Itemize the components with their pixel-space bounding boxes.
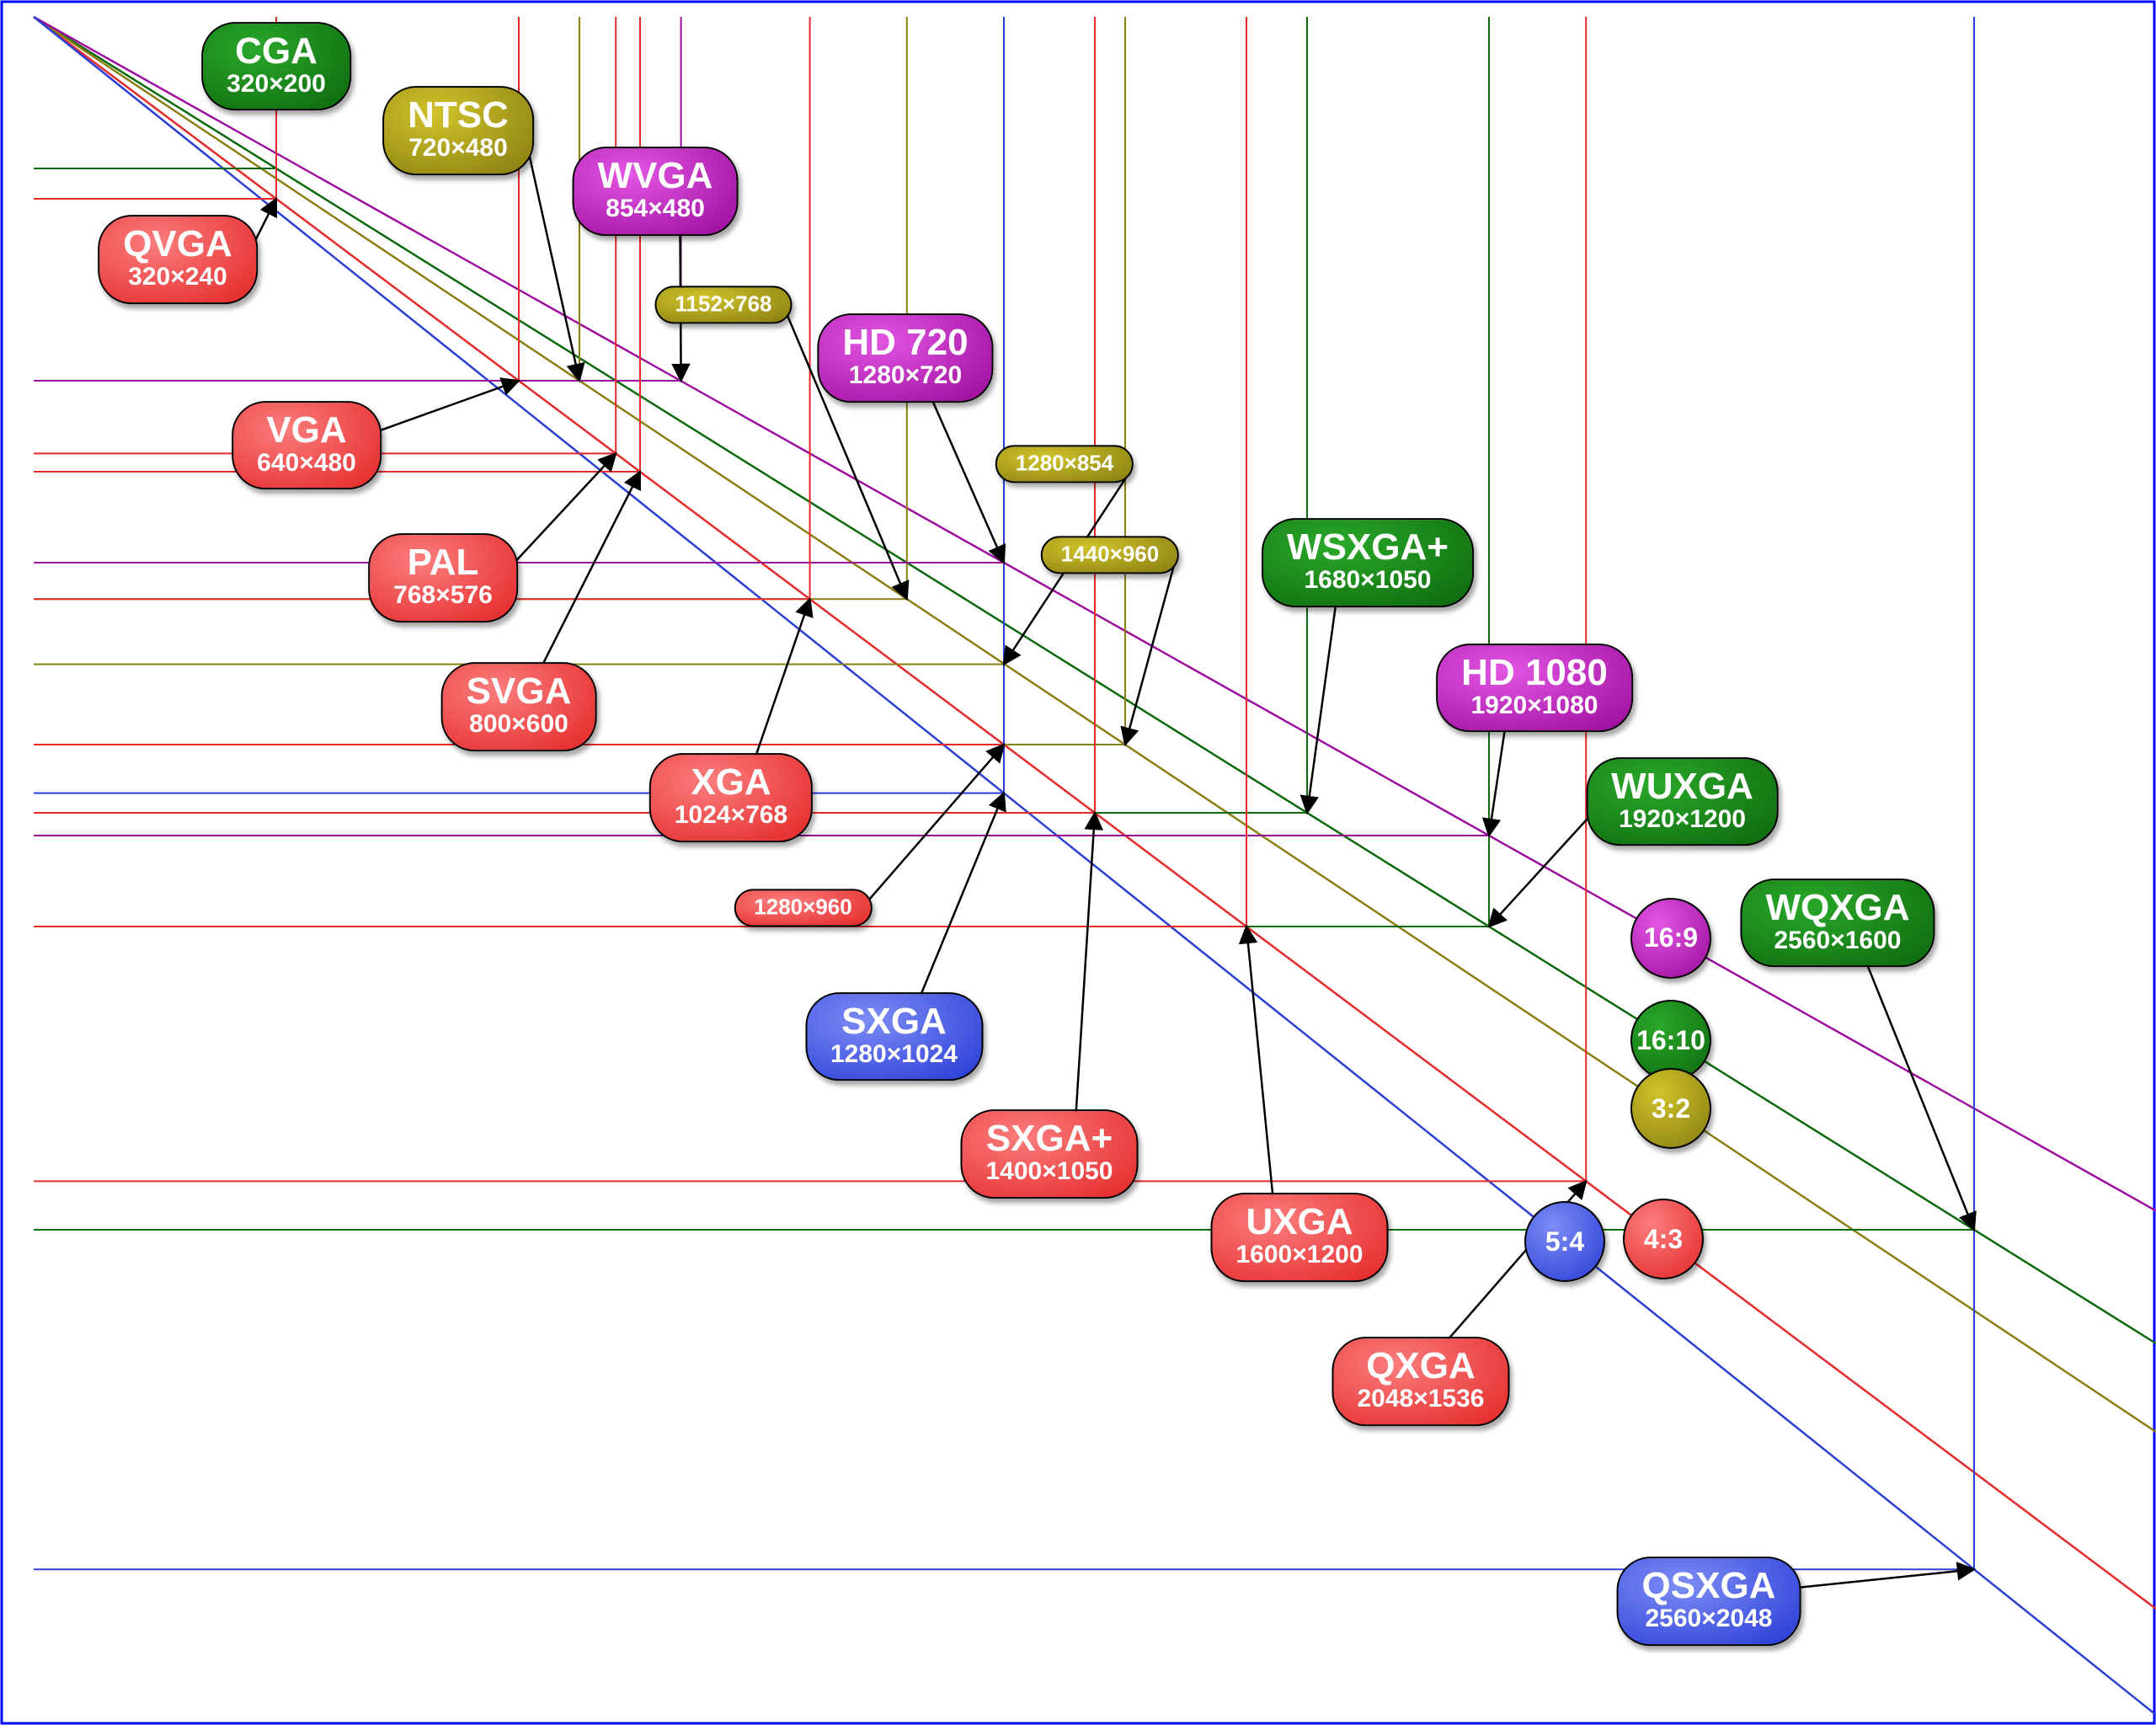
pill-cga-name: CGA [227,32,326,71]
arrow-sxga [921,793,1004,996]
arrow-wqxga [1867,964,1974,1230]
arrow-wsxgap [1307,604,1336,813]
ratio-dot-3_2: 3:2 [1630,1068,1711,1149]
pill-svga: SVGA800×600 [441,662,597,751]
pill-vga-resolution: 640×480 [257,450,356,477]
pill-ntsc-name: NTSC [408,96,509,135]
arrow-r1280_960 [867,745,1004,902]
ratio-dot-4_3: 4:3 [1623,1199,1704,1279]
pill-qxga-name: QXGA [1358,1347,1485,1386]
pill-wsxgap-name: WSXGA+ [1287,528,1449,567]
pill-wuxga-resolution: 1920×1200 [1611,806,1753,833]
pill-wvga: WVGA854×480 [573,147,739,236]
pill-uxga-resolution: 1600×1200 [1236,1242,1364,1268]
arrow-sxgap [1076,813,1095,1113]
pill-uxga: UXGA1600×1200 [1211,1193,1389,1282]
ratio-dot-4_3-label: 4:3 [1644,1224,1683,1255]
pill-qvga-resolution: 320×240 [123,264,232,291]
pill-wvga-resolution: 854×480 [598,195,713,222]
ratio-line-5_4 [34,17,2156,1715]
pill-r1152-resolution: 1152×768 [675,292,772,315]
pill-qsxga: QSXGA2560×2048 [1617,1557,1801,1646]
pill-svga-resolution: 800×600 [467,711,572,738]
ratio-line-16_9 [34,17,2156,1211]
pill-qxga: QXGA2048×1536 [1332,1337,1510,1426]
pill-pal-name: PAL [393,543,493,582]
pill-wsxgap: WSXGA+1680×1050 [1262,518,1474,607]
pill-sxga-resolution: 1280×1024 [830,1041,958,1068]
pill-wvga-name: WVGA [598,157,713,195]
svg-layer [0,0,2156,1725]
ratio-dot-5_4: 5:4 [1524,1201,1605,1282]
ratio-line-4_3 [34,17,2156,1609]
pill-vga: VGA640×480 [232,401,382,490]
pill-qsxga-name: QSXGA [1642,1567,1776,1605]
ratio-dot-16_10-label: 16:10 [1636,1025,1705,1056]
arrow-svga [542,472,640,665]
pill-sxgap-name: SXGA+ [986,1119,1113,1158]
pill-ntsc-resolution: 720×480 [408,135,509,162]
pill-r1280_960-resolution: 1280×960 [754,895,851,918]
pill-wqxga-name: WQXGA [1765,889,1909,927]
ratio-dot-16_9: 16:9 [1630,898,1711,979]
pill-sxgap-resolution: 1400×1050 [986,1158,1113,1185]
pill-hd1080-resolution: 1920×1080 [1461,692,1608,719]
ratio-dot-16_9-label: 16:9 [1644,922,1698,953]
pill-r1280_960: 1280×960 [734,889,872,927]
pill-sxgap: SXGA+1400×1050 [961,1109,1139,1199]
pill-wsxgap-resolution: 1680×1050 [1287,567,1449,594]
ratio-line-3_2 [34,17,2156,1432]
pill-qxga-resolution: 2048×1536 [1358,1386,1485,1413]
pill-r1280_854-resolution: 1280×854 [1016,451,1113,474]
arrow-hd720 [931,399,1004,563]
pill-wqxga: WQXGA2560×1600 [1740,879,1935,968]
arrow-uxga [1246,927,1273,1196]
pill-cga: CGA320×200 [201,22,351,111]
pill-pal-resolution: 768×576 [393,582,493,609]
pill-qsxga-resolution: 2560×2048 [1642,1605,1776,1632]
arrow-r1440_960 [1125,564,1174,745]
pill-wqxga-resolution: 2560×1600 [1765,927,1909,954]
ratio-dot-3_2-label: 3:2 [1652,1093,1690,1124]
pill-xga-name: XGA [675,763,787,802]
pill-sxga: SXGA1280×1024 [805,992,983,1081]
pill-r1440_960: 1440×960 [1041,536,1179,574]
pill-xga: XGA1024×768 [649,753,813,842]
pill-r1280_854: 1280×854 [995,445,1134,483]
arrow-qsxga [1796,1569,1974,1588]
pill-r1440_960-resolution: 1440×960 [1061,542,1159,565]
pill-hd1080-name: HD 1080 [1461,654,1608,692]
pill-hd720-name: HD 720 [842,323,968,362]
pill-pal: PAL768×576 [368,533,518,622]
ratio-dot-5_4-label: 5:4 [1545,1226,1584,1258]
pill-hd1080: HD 10801920×1080 [1436,644,1633,733]
arrow-pal [513,453,616,564]
pill-cga-resolution: 320×200 [227,71,326,98]
pill-ntsc: NTSC720×480 [382,86,534,175]
pill-qvga-name: QVGA [123,225,232,264]
pill-hd720-resolution: 1280×720 [842,362,968,389]
pill-hd720: HD 7201280×720 [817,313,993,403]
pill-wuxga-name: WUXGA [1611,767,1753,806]
pill-r1152: 1152×768 [655,286,792,323]
pill-qvga: QVGA320×240 [98,215,258,304]
arrow-hd1080 [1489,729,1505,836]
arrow-xga [755,599,809,756]
pill-vga-name: VGA [257,411,356,450]
pill-wuxga: WUXGA1920×1200 [1586,757,1779,846]
arrow-wuxga [1489,814,1591,927]
pill-xga-resolution: 1024×768 [675,802,787,829]
arrow-vga [376,381,519,432]
resolution-diagram: CGA320×200 QVGA320×240 NTSC720×480 VGA640×4… [0,0,2156,1725]
pill-uxga-name: UXGA [1236,1203,1364,1242]
outer-frame [2,2,2154,1723]
pill-sxga-name: SXGA [830,1002,958,1041]
pill-svga-name: SVGA [467,672,572,711]
